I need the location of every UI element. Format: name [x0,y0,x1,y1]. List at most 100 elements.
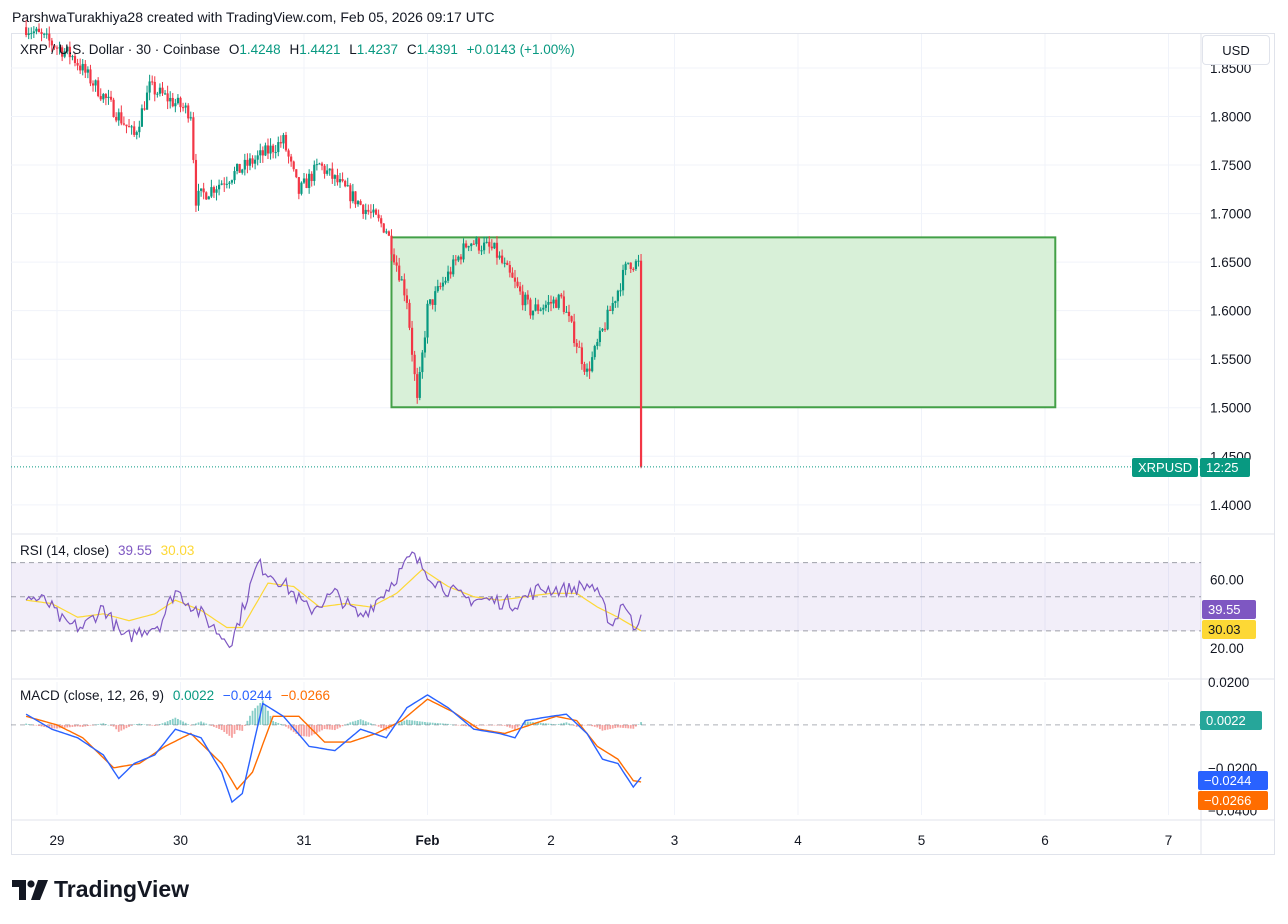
macd-histogram-bar [619,724,622,728]
candle-body [248,158,252,166]
macd-histogram-bar [568,723,570,725]
macd-histogram-bar [192,724,195,725]
candle-body [217,184,221,190]
candle-body [328,168,331,171]
candle-body [61,47,64,57]
time-axis-label: 5 [918,833,926,848]
candle-body [413,354,416,375]
candle-body [488,241,491,247]
macd-histogram-bar [411,720,413,725]
candle-body [421,352,424,373]
macd-histogram-bar [436,723,439,725]
macd-histogram-bar [421,721,424,725]
macd-histogram-bar [354,720,357,725]
candle-body [349,185,352,202]
macd-histogram-bar [300,724,303,736]
macd-histogram-bar [344,724,347,726]
macd-histogram-bar [560,723,563,725]
candle-body [55,47,59,49]
candle-body [560,294,563,297]
candle-body [130,126,133,128]
macd-histogram-bar [490,724,493,726]
macd-histogram-bar [604,724,606,731]
macd-histogram-bar [110,724,112,726]
macd-histogram-bar [200,721,202,725]
candle-body [282,134,285,144]
macd-histogram-bar [94,724,97,726]
candle-body [112,99,115,117]
candle-body [86,69,89,73]
macd-histogram-bar [74,724,76,727]
macd-histogram-bar [32,724,35,726]
candle-body [593,345,596,358]
candle-body [524,294,527,306]
candle-body [58,47,61,49]
candle-body [205,192,208,200]
candle-body [230,180,234,183]
candle-body [637,260,640,262]
candle-body [228,182,231,184]
macd-histogram-bar [89,724,92,726]
macd-histogram-bar [552,724,555,725]
candle-body [516,281,519,287]
macd-histogram-bar [66,724,69,728]
candle-body [439,286,442,288]
candle-body [426,303,429,338]
tradingview-logo[interactable]: TradingView [12,876,189,903]
candle-body [30,33,33,35]
candle-body [259,150,262,156]
candle-body [464,243,468,248]
macd-histogram-bar [267,710,269,725]
macd-histogram-bar [184,722,187,725]
candle-body [570,316,573,322]
candle-body [79,65,82,71]
macd-histogram-bar [40,724,43,727]
legend-open: O1.4248 [228,42,281,57]
rsi-ma-badge: 30.03 [1202,620,1256,639]
macd-histogram-bar [161,723,164,725]
candle-body [302,178,306,183]
macd-histogram-bar [588,724,591,726]
candle-body [511,272,514,278]
candle-body [580,347,583,365]
rsi-legend-label: RSI (14, close) [20,543,110,558]
consolidation-zone-rectangle [390,236,1057,409]
candle-body [573,321,576,344]
candle-body [392,254,396,263]
candle-body [187,105,190,119]
candle-body [163,93,167,95]
tradingview-wordmark: TradingView [54,876,190,902]
currency-button[interactable]: USD [1202,35,1270,65]
candle-body [225,183,228,185]
candle-body [37,28,41,33]
candle-body [295,169,298,178]
candle-body [125,124,128,127]
macd-histogram-bar [264,705,267,725]
macd-line-badge: −0.0244 [1198,771,1268,790]
candle-body [73,56,77,64]
candle-body [156,93,159,95]
macd-histogram-bar [442,723,444,725]
candle-body [102,94,105,100]
candle-body [380,218,383,224]
macd-histogram-bar [277,722,280,725]
candle-body [395,262,398,266]
macd-histogram-bar [627,724,630,729]
candle-body [387,231,391,236]
macd-legend-macd: −0.0244 [222,688,273,703]
macd-histogram-bar [174,717,177,725]
candle-body [452,259,455,275]
candle-body [531,310,535,316]
candle-body [279,142,282,144]
candle-body [153,81,156,95]
macd-histogram-bar [449,724,452,725]
macd-histogram-bar [359,719,362,725]
macd-histogram-bar [570,724,573,726]
macd-histogram-bar [84,724,87,727]
candle-body [109,96,113,100]
macd-histogram-bar [598,724,601,730]
macd-histogram-bar [115,724,118,730]
macd-histogram-bar [478,724,480,726]
candle-body [385,231,388,233]
